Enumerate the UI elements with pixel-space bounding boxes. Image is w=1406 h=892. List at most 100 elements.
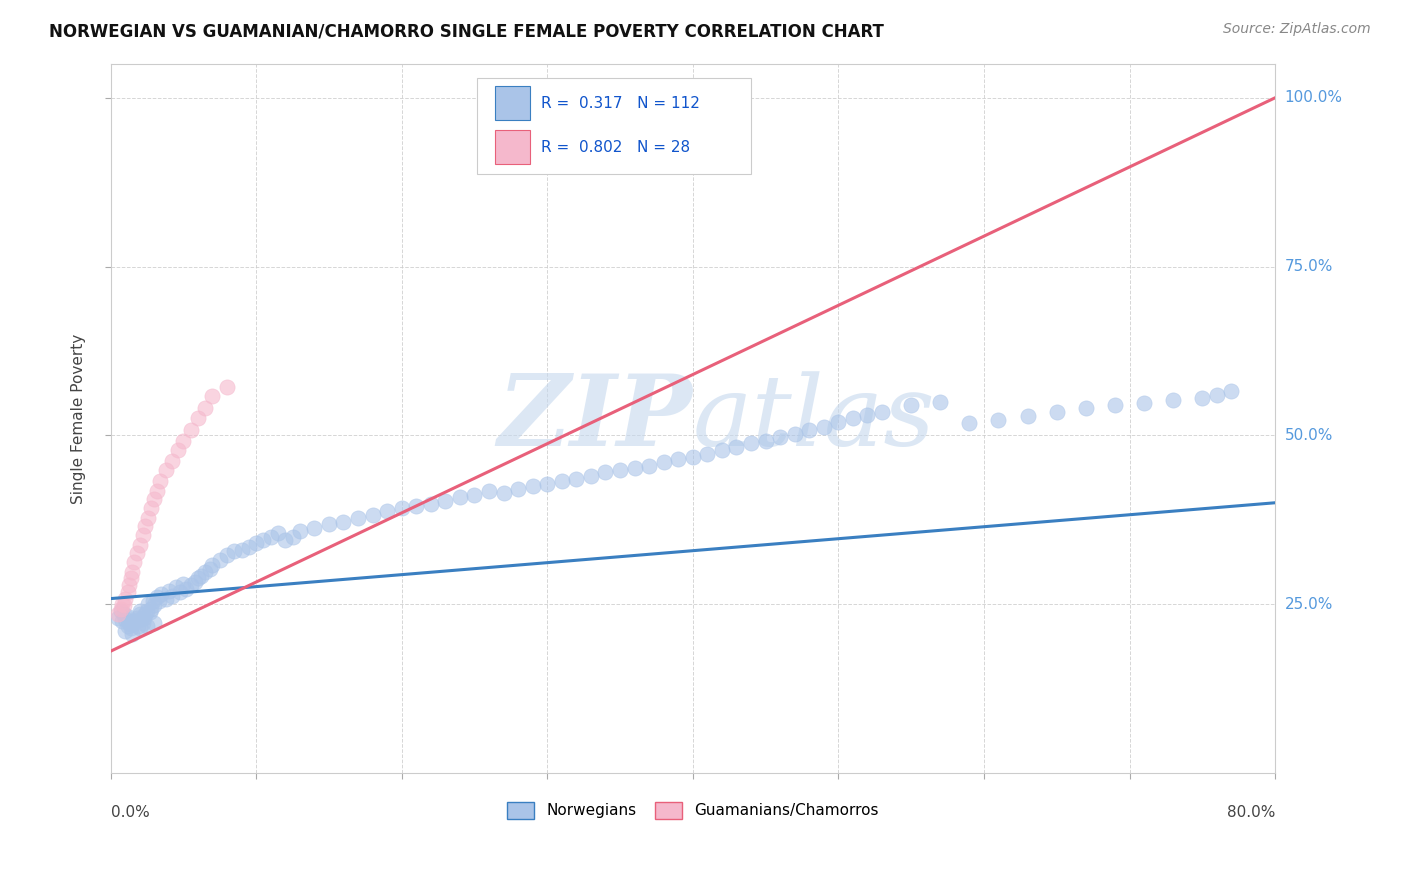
Point <box>201 558 224 572</box>
Point <box>146 591 169 605</box>
Point <box>128 604 150 618</box>
Point <box>419 497 441 511</box>
Point <box>160 454 183 468</box>
Point <box>1017 409 1039 424</box>
Point <box>900 398 922 412</box>
Point <box>361 508 384 522</box>
Point <box>149 474 172 488</box>
Point <box>141 501 163 516</box>
Point <box>132 610 155 624</box>
Point <box>813 420 835 434</box>
Point <box>117 618 139 632</box>
Point <box>120 621 142 635</box>
Point <box>155 591 177 606</box>
Point <box>224 544 246 558</box>
Point <box>1191 391 1213 405</box>
Point <box>155 463 177 477</box>
Point <box>827 415 849 429</box>
Point <box>274 533 297 547</box>
Point <box>405 499 427 513</box>
Point <box>134 607 156 621</box>
Point <box>157 583 180 598</box>
Point <box>522 479 544 493</box>
Point <box>136 604 159 618</box>
Point <box>1104 398 1126 412</box>
Y-axis label: Single Female Poverty: Single Female Poverty <box>72 334 86 503</box>
Text: 100.0%: 100.0% <box>1285 90 1343 105</box>
Point <box>131 615 153 630</box>
Point <box>121 565 143 579</box>
Point <box>128 621 150 635</box>
Point <box>107 610 129 624</box>
Point <box>174 582 197 596</box>
Point <box>391 501 413 516</box>
Point <box>143 492 166 507</box>
Point <box>245 536 267 550</box>
Point <box>121 627 143 641</box>
Point <box>136 618 159 632</box>
Point <box>143 599 166 613</box>
Point <box>131 528 153 542</box>
Point <box>184 575 207 590</box>
Point <box>172 434 194 448</box>
Point <box>260 529 283 543</box>
Point <box>870 404 893 418</box>
Text: 75.0%: 75.0% <box>1285 259 1333 274</box>
Point <box>215 379 238 393</box>
Point <box>127 618 149 632</box>
Point <box>150 587 173 601</box>
Point <box>122 614 145 628</box>
Point <box>579 468 602 483</box>
Point <box>180 423 202 437</box>
Point <box>267 526 290 541</box>
Point <box>449 491 471 505</box>
Point <box>128 607 150 621</box>
Point <box>783 426 806 441</box>
Point <box>696 447 718 461</box>
Point <box>111 597 134 611</box>
Point <box>107 607 129 621</box>
Point <box>347 510 370 524</box>
Point <box>856 408 879 422</box>
Point <box>740 436 762 450</box>
Point <box>112 599 135 613</box>
Point <box>160 589 183 603</box>
Point <box>1161 393 1184 408</box>
Point <box>110 604 132 618</box>
Point <box>565 472 588 486</box>
Point <box>198 562 221 576</box>
Point <box>172 576 194 591</box>
Point <box>710 443 733 458</box>
Point <box>375 504 398 518</box>
Point <box>536 476 558 491</box>
Point <box>129 612 152 626</box>
Point <box>134 519 156 533</box>
Point <box>190 568 212 582</box>
Point <box>755 434 778 448</box>
Point <box>187 571 209 585</box>
Point <box>128 538 150 552</box>
Text: R =  0.317   N = 112: R = 0.317 N = 112 <box>541 95 700 111</box>
Point <box>114 612 136 626</box>
Point <box>957 416 980 430</box>
Point <box>318 517 340 532</box>
Point <box>142 593 165 607</box>
Point <box>146 483 169 498</box>
Point <box>231 543 253 558</box>
Point <box>117 585 139 599</box>
FancyBboxPatch shape <box>495 130 530 164</box>
Point <box>115 609 138 624</box>
Point <box>208 553 231 567</box>
Point <box>125 546 148 560</box>
Point <box>666 451 689 466</box>
Point <box>463 488 485 502</box>
Point <box>194 401 217 416</box>
Point <box>842 411 865 425</box>
Point <box>139 605 162 619</box>
Point <box>125 610 148 624</box>
Point <box>180 578 202 592</box>
Point <box>110 602 132 616</box>
Point <box>1074 401 1097 416</box>
Point <box>121 617 143 632</box>
Point <box>638 458 661 473</box>
